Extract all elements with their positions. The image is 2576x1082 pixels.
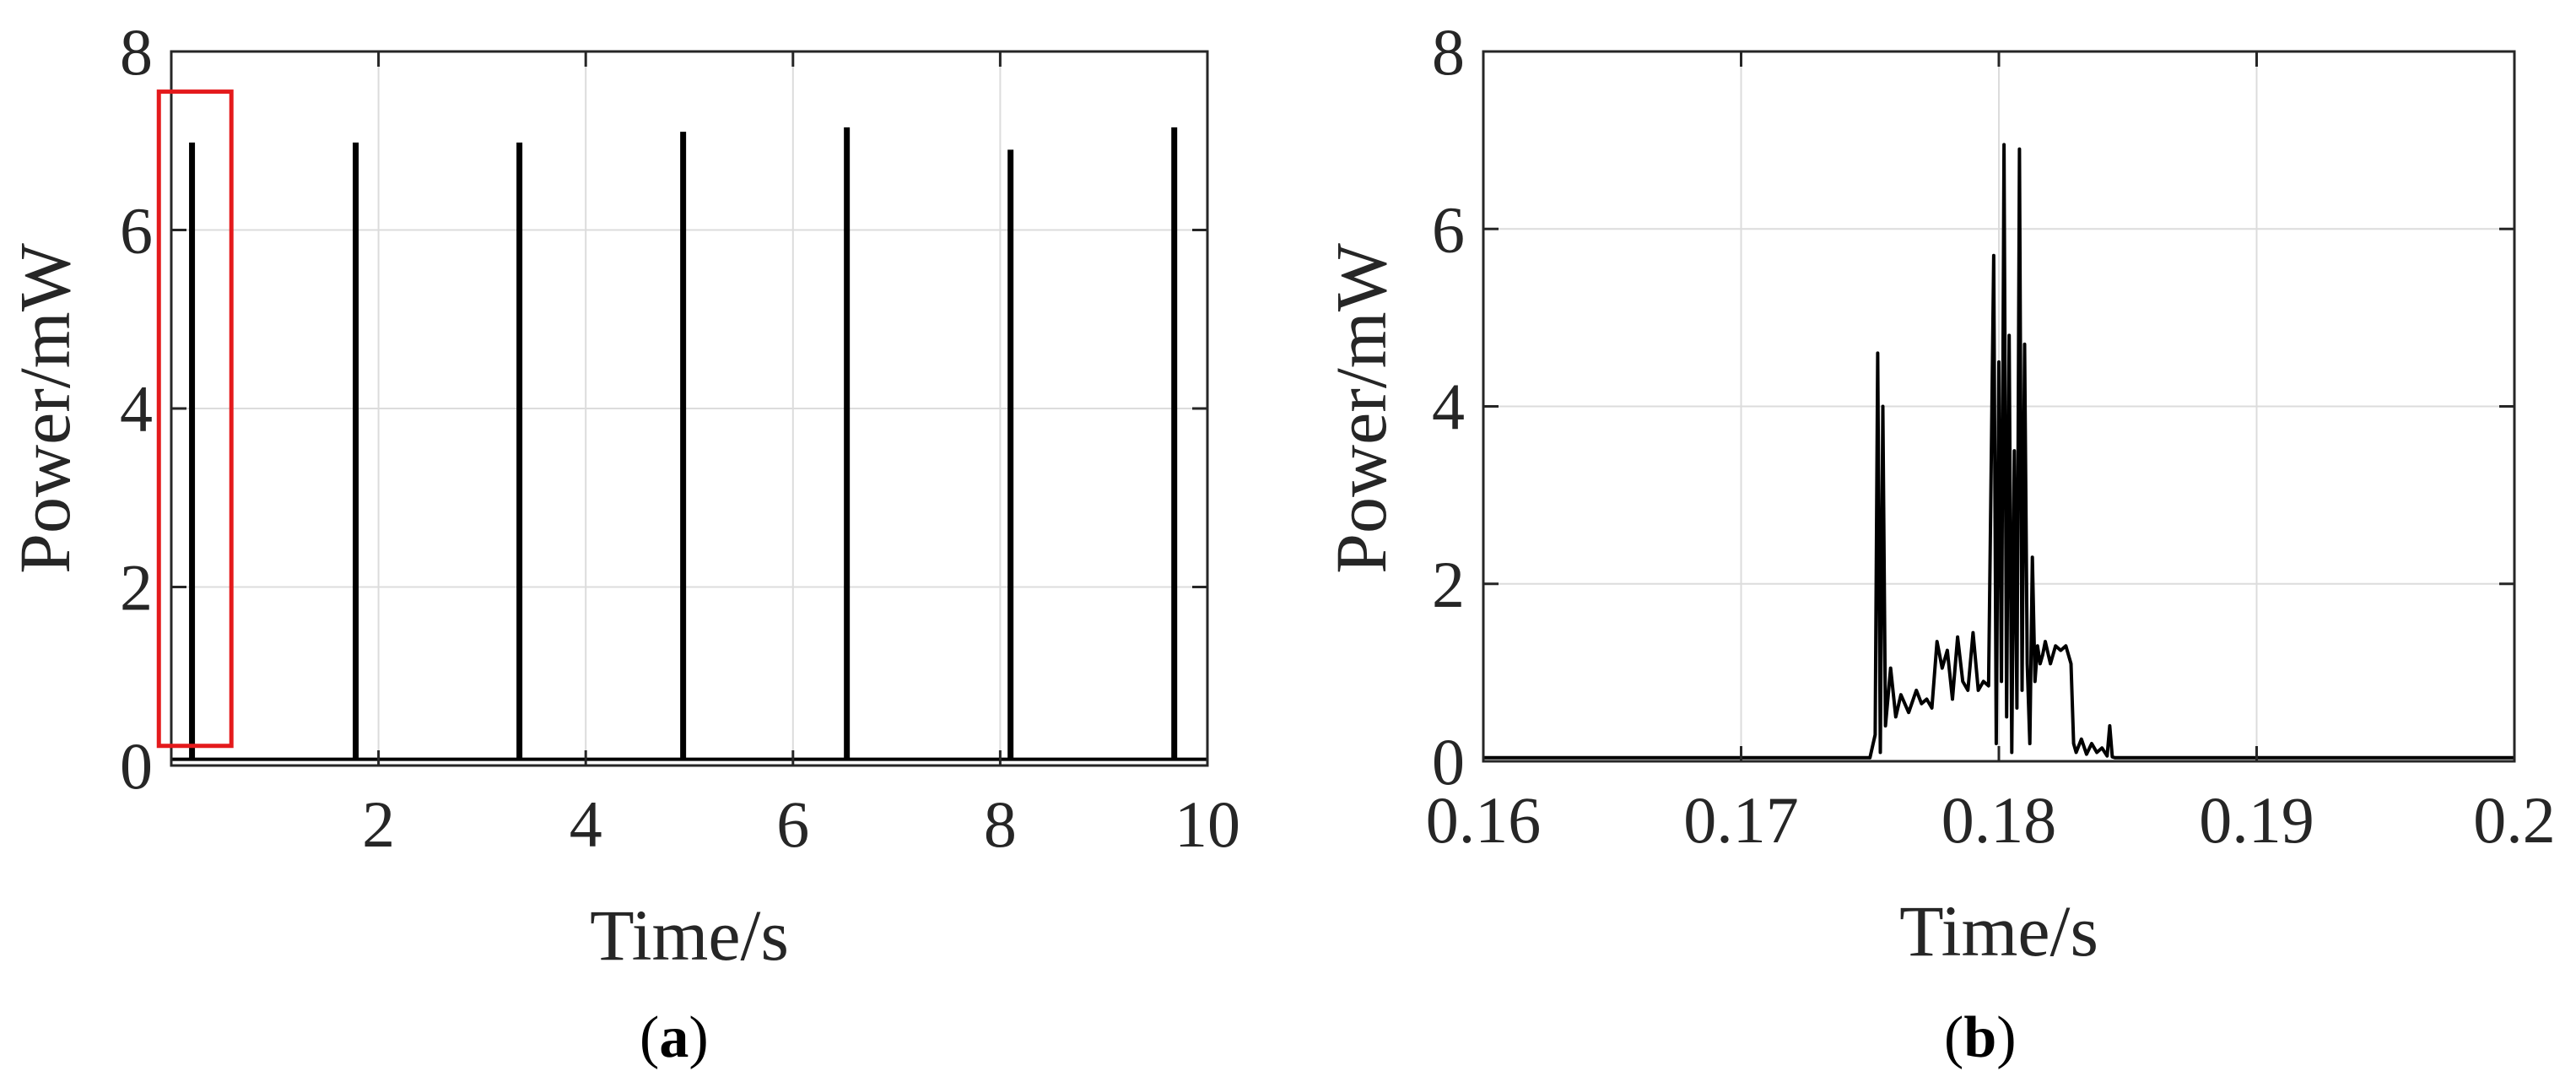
panel-b-x-tick-label: 0.18: [1941, 783, 2057, 857]
panel-b-x-tick-label: 0.19: [2199, 783, 2314, 857]
panel-b: 0.16 0.17 0.18 0.19 0.2 0 2 4 6 8 Time/s Power/mW…: [1320, 15, 2556, 1070]
panel-a-x-tick-label: 2: [362, 787, 395, 861]
panel-a-y-tick-label: 2: [120, 551, 153, 625]
panel-b-y-tick-label: 4: [1432, 371, 1465, 444]
panel-a-tick-labels: 2 4 6 8 10 0 2 4 6 8: [120, 15, 1240, 861]
panel-b-y-tick-label: 8: [1432, 15, 1465, 89]
panel-b-y-tick-label: 2: [1432, 548, 1465, 621]
panel-b-traces: [1483, 143, 2514, 760]
panel-b-y-tick-label: 6: [1432, 192, 1465, 266]
panel-b-y-axis-label: Power/mW: [1320, 243, 1401, 574]
panel-b-ticks: [1482, 50, 2516, 763]
panel-a-label: (a): [640, 1005, 709, 1070]
panel-b-x-tick-label: 0.17: [1683, 783, 1799, 857]
panel-a-x-tick-label: 10: [1175, 787, 1240, 861]
panel-b-x-tick-label: 0.2: [2473, 783, 2556, 857]
panel-a-y-axis-label: Power/mW: [4, 243, 85, 574]
panel-a-x-tick-label: 4: [570, 787, 602, 861]
panel-b-label: (b): [1944, 1005, 2017, 1070]
panel-b-tick-labels: 0.16 0.17 0.18 0.19 0.2 0 2 4 6 8: [1426, 15, 2556, 857]
panel-a-y-tick-label: 4: [120, 372, 153, 446]
panel-b-y-tick-label: 0: [1432, 725, 1465, 798]
panel-a-traces: [171, 127, 1207, 761]
panel-a-x-axis-label: Time/s: [590, 895, 789, 976]
panel-a-grid: [171, 51, 1208, 766]
panel-a-y-tick-label: 0: [120, 729, 153, 803]
panel-b-power-trace: [1483, 143, 2514, 760]
panel-a-ticks: [171, 50, 1209, 767]
panel-a-x-tick-label: 8: [984, 787, 1017, 861]
panel-b-x-tick-label: 0.16: [1426, 783, 1542, 857]
panel-a-x-tick-label: 6: [776, 787, 809, 861]
panel-a-y-tick-label: 8: [120, 15, 153, 89]
panel-a: 2 4 6 8 10 0 2 4 6 8 Time/s Power/mW (a): [4, 15, 1240, 1070]
zoom-highlight-box: [156, 89, 234, 749]
panel-a-y-tick-label: 6: [120, 194, 153, 268]
panel-b-x-axis-label: Time/s: [1899, 890, 2098, 971]
